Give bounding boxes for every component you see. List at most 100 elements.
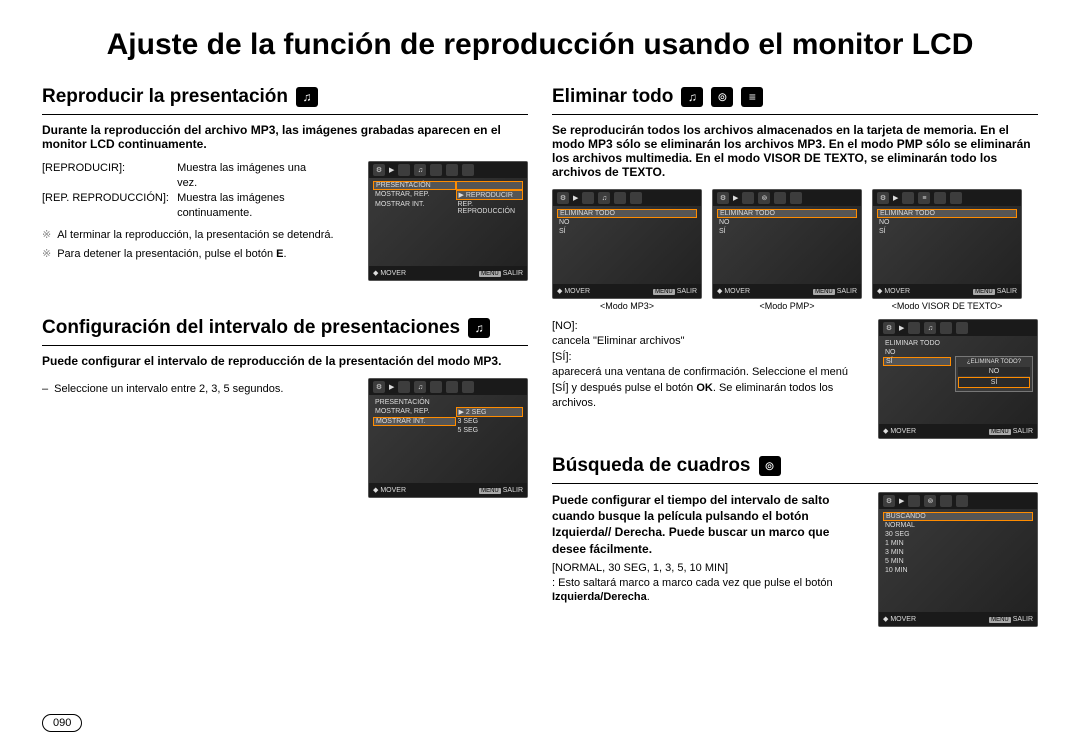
def-term: [REPRODUCIR]: <box>42 161 174 176</box>
mode-icon <box>398 164 410 176</box>
lcd-menu: ELIMINAR TODO NO SÍ <box>553 206 701 284</box>
mode-icon <box>430 381 442 393</box>
lcd-menu-item: MOSTRAR INT. <box>373 200 456 216</box>
mode-icon: ♫ <box>414 381 426 393</box>
section-head-delete: Eliminar todo ♫ ⊚ ≡ <box>552 86 1038 108</box>
divider <box>552 114 1038 115</box>
section-head-play: Reproducir la presentación ♫ <box>42 86 528 108</box>
opt-val: aparecerá una ventana de conﬁrmación. Se… <box>552 365 852 411</box>
note-bold: Izquierda/Derecha <box>552 591 647 603</box>
video-icon: ⊚ <box>759 456 781 476</box>
bullet: ※ Para detener la presentación, pulse el… <box>42 247 356 262</box>
lcd-footer: ◆ MOVER MENUSALIR <box>369 266 527 280</box>
music-icon: ♫ <box>296 87 318 107</box>
bullet-text: Al terminar la reproducción, la presenta… <box>57 228 333 243</box>
section-title-interval: Configuración del intervalo de presentac… <box>42 317 460 339</box>
mode-icon <box>446 164 458 176</box>
lcd-screenshot-confirm: ⚙▶♫ ELIMINAR TODO NO SÍ ¿ELIMINAR TODO? … <box>878 319 1038 439</box>
divider <box>552 483 1038 484</box>
lcd-caption: <Modo VISOR DE TEXTO> <box>872 301 1022 311</box>
opt-key: [SÍ]: <box>552 350 592 365</box>
lcd-screenshot-mp3: ⚙▶♫ ELIMINAR TODO NO SÍ ◆ MOVERMENUSALIR <box>552 189 702 299</box>
lcd-menu-item: PRESENTACIÓN <box>373 181 456 190</box>
intro-interval: Puede conﬁgurar el intervalo de reproduc… <box>42 354 528 368</box>
mode-icon <box>430 164 442 176</box>
lcd-container: ⚙ ▶ ♫ PRESENTACIÓN MOSTRAR, REP.▶ REPROD… <box>368 161 528 281</box>
popup-title: ¿ELIMINAR TODO? <box>958 359 1030 365</box>
text-icon: ≡ <box>741 87 763 107</box>
intro-frame: Puede conﬁgurar el tiempo del intervalo … <box>552 492 866 557</box>
lcd-menu-item: ▶ REPRODUCIR <box>456 190 524 200</box>
optlist-delete: [NO]: cancela "Eliminar archivos" [SÍ]: … <box>552 319 866 411</box>
popup-option: SÍ <box>958 377 1030 388</box>
section-title-delete: Eliminar todo <box>552 86 673 108</box>
lcd-screenshot-text: ⚙▶≡ ELIMINAR TODO NO SÍ ◆ MOVERMENUSALIR <box>872 189 1022 299</box>
bullet-text: Seleccione un intervalo entre 2, 3, 5 se… <box>54 382 283 397</box>
mode-icon: ⚙ <box>373 164 385 176</box>
lcd-menu: PRESENTACIÓN MOSTRAR, REP.▶ REPRODUCIR M… <box>369 178 527 266</box>
lcd-screenshot-frame: ⚙▶⊚ BUSCANDO NORMAL 30 SEG 1 MIN 3 MIN 5… <box>878 492 1038 627</box>
lcd-iconbar: ⚙▶♫ <box>553 190 701 206</box>
confirm-popup: ¿ELIMINAR TODO? NO SÍ <box>955 356 1033 392</box>
lcd-menu-item: 3 SEG <box>456 417 524 426</box>
lcd-menu-item: MOSTRAR, REP. <box>373 190 456 200</box>
divider <box>42 114 528 115</box>
arrow-right-icon: ▶ <box>389 166 394 174</box>
intro-delete: Se reproducirán todos los archivos almac… <box>552 123 1038 179</box>
deflist-play: [REPRODUCIR]: Muestra las imágenes una v… <box>42 161 356 220</box>
right-column: Eliminar todo ♫ ⊚ ≡ Se reproducirán todo… <box>552 78 1038 627</box>
arrow-right-icon: ▶ <box>389 383 394 391</box>
bullet-marker: – <box>42 382 48 397</box>
section-title-play: Reproducir la presentación <box>42 86 288 108</box>
lcd-caption: <Modo PMP> <box>712 301 862 311</box>
lcd-screenshot-play: ⚙ ▶ ♫ PRESENTACIÓN MOSTRAR, REP.▶ REPROD… <box>368 161 528 281</box>
video-icon: ⊚ <box>711 87 733 107</box>
row-frame: Puede conﬁgurar el tiempo del intervalo … <box>552 492 1038 627</box>
mode-icon: ♫ <box>414 164 426 176</box>
page-number: 090 <box>42 714 82 732</box>
lcd-container: ⚙ ▶ ♫ PRESENTACIÓN MOSTRAR, REP.▶ 2 SEG … <box>368 378 528 498</box>
menu-button-icon: MENU <box>479 271 501 277</box>
lcd-container: ⚙▶♫ ELIMINAR TODO NO SÍ ¿ELIMINAR TODO? … <box>878 319 1038 439</box>
def-desc: Muestra las imágenes continuamente. <box>177 191 327 221</box>
lcd-menu-item: MOSTRAR, REP. <box>373 407 456 417</box>
opt-key: [NO]: <box>552 319 592 334</box>
section-head-frame: Búsqueda de cuadros ⊚ <box>552 455 1038 477</box>
lcd-iconbar: ⚙ ▶ ♫ <box>369 162 527 178</box>
lcd-caption: <Modo MP3> <box>552 301 702 311</box>
menu-button-icon: MENU <box>479 488 501 494</box>
divider <box>42 345 528 346</box>
music-icon: ♫ <box>681 87 703 107</box>
mode-icon <box>398 381 410 393</box>
bullet-marker: ※ <box>42 228 51 243</box>
lcd-menu-item: 5 SEG <box>456 426 524 435</box>
lcd-menu-item: ▶ 2 SEG <box>456 407 524 417</box>
text-play: [REPRODUCIR]: Muestra las imágenes una v… <box>42 161 356 266</box>
section-head-interval: Configuración del intervalo de presentac… <box>42 317 528 339</box>
def-term: [REP. REPRODUCCIÓN]: <box>42 191 174 206</box>
arrows-icon: ◆ <box>373 269 378 277</box>
lcd-screenshot-pmp: ⚙▶⊚ ELIMINAR TODO NO SÍ ◆ MOVERMENUSALIR <box>712 189 862 299</box>
left-column: Reproducir la presentación ♫ Durante la … <box>42 78 528 627</box>
row-play: [REPRODUCIR]: Muestra las imágenes una v… <box>42 161 528 281</box>
note-head: [NORMAL, 30 SEG, 1, 3, 5, 10 MIN] <box>552 562 728 574</box>
arrows-icon: ◆ <box>373 486 378 494</box>
mode-icon <box>462 164 474 176</box>
lcd-menu-item: MOSTRAR INT. <box>373 417 456 426</box>
lcd-iconbar: ⚙ ▶ ♫ <box>369 379 527 395</box>
content-columns: Reproducir la presentación ♫ Durante la … <box>42 78 1038 627</box>
lcd-block: ⚙▶⊚ ELIMINAR TODO NO SÍ ◆ MOVERMENUSALIR… <box>712 189 862 311</box>
lcd-footer: ◆ MOVER MENUSALIR <box>369 483 527 497</box>
note-body: : Esto saltará marco a marco cada vez qu… <box>552 577 833 589</box>
bullet-marker: ※ <box>42 247 51 262</box>
lcd-container: ⚙▶⊚ BUSCANDO NORMAL 30 SEG 1 MIN 3 MIN 5… <box>878 492 1038 627</box>
lcd-menu-item: PRESENTACIÓN <box>373 398 456 407</box>
lcd-row-delete: ⚙▶♫ ELIMINAR TODO NO SÍ ◆ MOVERMENUSALIR… <box>552 189 1038 311</box>
popup-option: NO <box>958 367 1030 376</box>
lcd-menu: PRESENTACIÓN MOSTRAR, REP.▶ 2 SEG MOSTRA… <box>369 395 527 483</box>
text-interval: – Seleccione un intervalo entre 2, 3, 5 … <box>42 378 356 401</box>
mode-icon: ⚙ <box>373 381 385 393</box>
bullet-text: Para detener la presentación, pulse el b… <box>57 247 286 262</box>
music-icon: ♫ <box>468 318 490 338</box>
mode-icon <box>462 381 474 393</box>
